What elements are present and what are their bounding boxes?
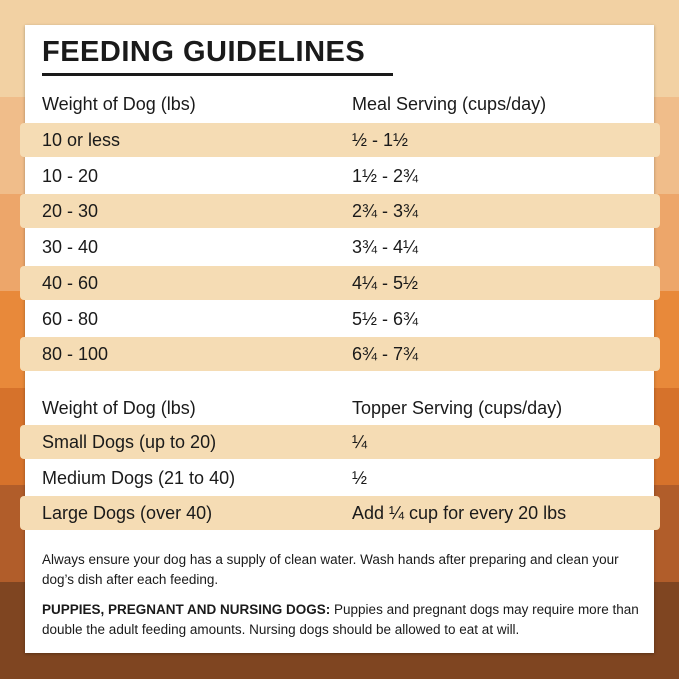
table-row: 60 - 80 5½ - 6¾ — [20, 302, 660, 336]
table-row-cell: 30 - 40 — [42, 237, 99, 258]
table-header-cell: Meal Serving (cups/day) — [352, 94, 547, 114]
table-row-cell: ½ — [352, 467, 368, 488]
water-note: Always ensure your dog has a supply of c… — [42, 552, 619, 587]
table-row: Large Dogs (over 40) Add ¼ cup for every … — [20, 496, 660, 531]
table-row-cell: 10 - 20 — [42, 165, 99, 186]
table-row-cell: 6¾ - 7¾ — [352, 344, 419, 365]
table-row-cell: 60 - 80 — [42, 308, 99, 329]
table-row: 40 - 60 4¼ - 5½ — [20, 265, 660, 300]
table-row-cell: 20 - 30 — [42, 201, 99, 222]
table-row-cell: Add ¼ cup for every 20 lbs — [352, 503, 567, 524]
puppies-note-text: Puppies and pregnant dogs may require mo… — [42, 602, 639, 637]
table-row-cell: ½ - 1½ — [352, 130, 409, 150]
table-row-cell: 2¾ - 3¾ — [352, 201, 419, 222]
table-row: Small Dogs (up to 20) ¼ — [20, 425, 660, 459]
puppies-note-heading: PUPPIES, PREGNANT AND NURSING DOGS: — [42, 602, 331, 617]
table-row-cell: 3¾ - 4¼ — [352, 237, 419, 258]
table-row-cell: 40 - 60 — [42, 272, 99, 293]
table-row: 10 - 20 1½ - 2¾ — [20, 159, 660, 193]
table-row-cell: 5½ - 6¾ — [352, 308, 419, 329]
table-row-cell: 4¼ - 5½ — [352, 272, 419, 293]
title-underline — [42, 73, 393, 76]
puppies-note: PUPPIES, PREGNANT AND NURSING DOGS: Pupp… — [42, 600, 642, 640]
table-row: 30 - 40 3¾ - 4¼ — [20, 230, 660, 264]
table-row-cell: 10 or less — [42, 130, 121, 150]
table-row: Medium Dogs (21 to 40) ½ — [20, 461, 660, 495]
page-title: FEEDING GUIDELINES — [42, 36, 366, 68]
table-row-cell: Large Dogs (over 40) — [42, 503, 213, 524]
table-header-cell: Weight of Dog (lbs) — [42, 398, 196, 418]
table-row-cell: Medium Dogs (21 to 40) — [42, 467, 236, 488]
table-header: Weight of Dog (lbs) Topper Serving (cups/… — [20, 391, 660, 425]
table-row-cell: Small Dogs (up to 20) — [42, 432, 217, 452]
table-header-cell: Topper Serving (cups/day) — [352, 398, 563, 418]
table-row-cell: 80 - 100 — [42, 344, 109, 365]
table-row: 10 or less ½ - 1½ — [20, 123, 660, 157]
table-row-cell: ¼ — [352, 432, 368, 452]
table-row: 20 - 30 2¾ - 3¾ — [20, 194, 660, 229]
table-row-cell: 1½ - 2¾ — [352, 165, 419, 186]
table-row: 80 - 100 6¾ - 7¾ — [20, 337, 660, 372]
table-header: Weight of Dog (lbs) Meal Serving (cups/da… — [20, 87, 660, 121]
table-header-cell: Weight of Dog (lbs) — [42, 94, 196, 114]
